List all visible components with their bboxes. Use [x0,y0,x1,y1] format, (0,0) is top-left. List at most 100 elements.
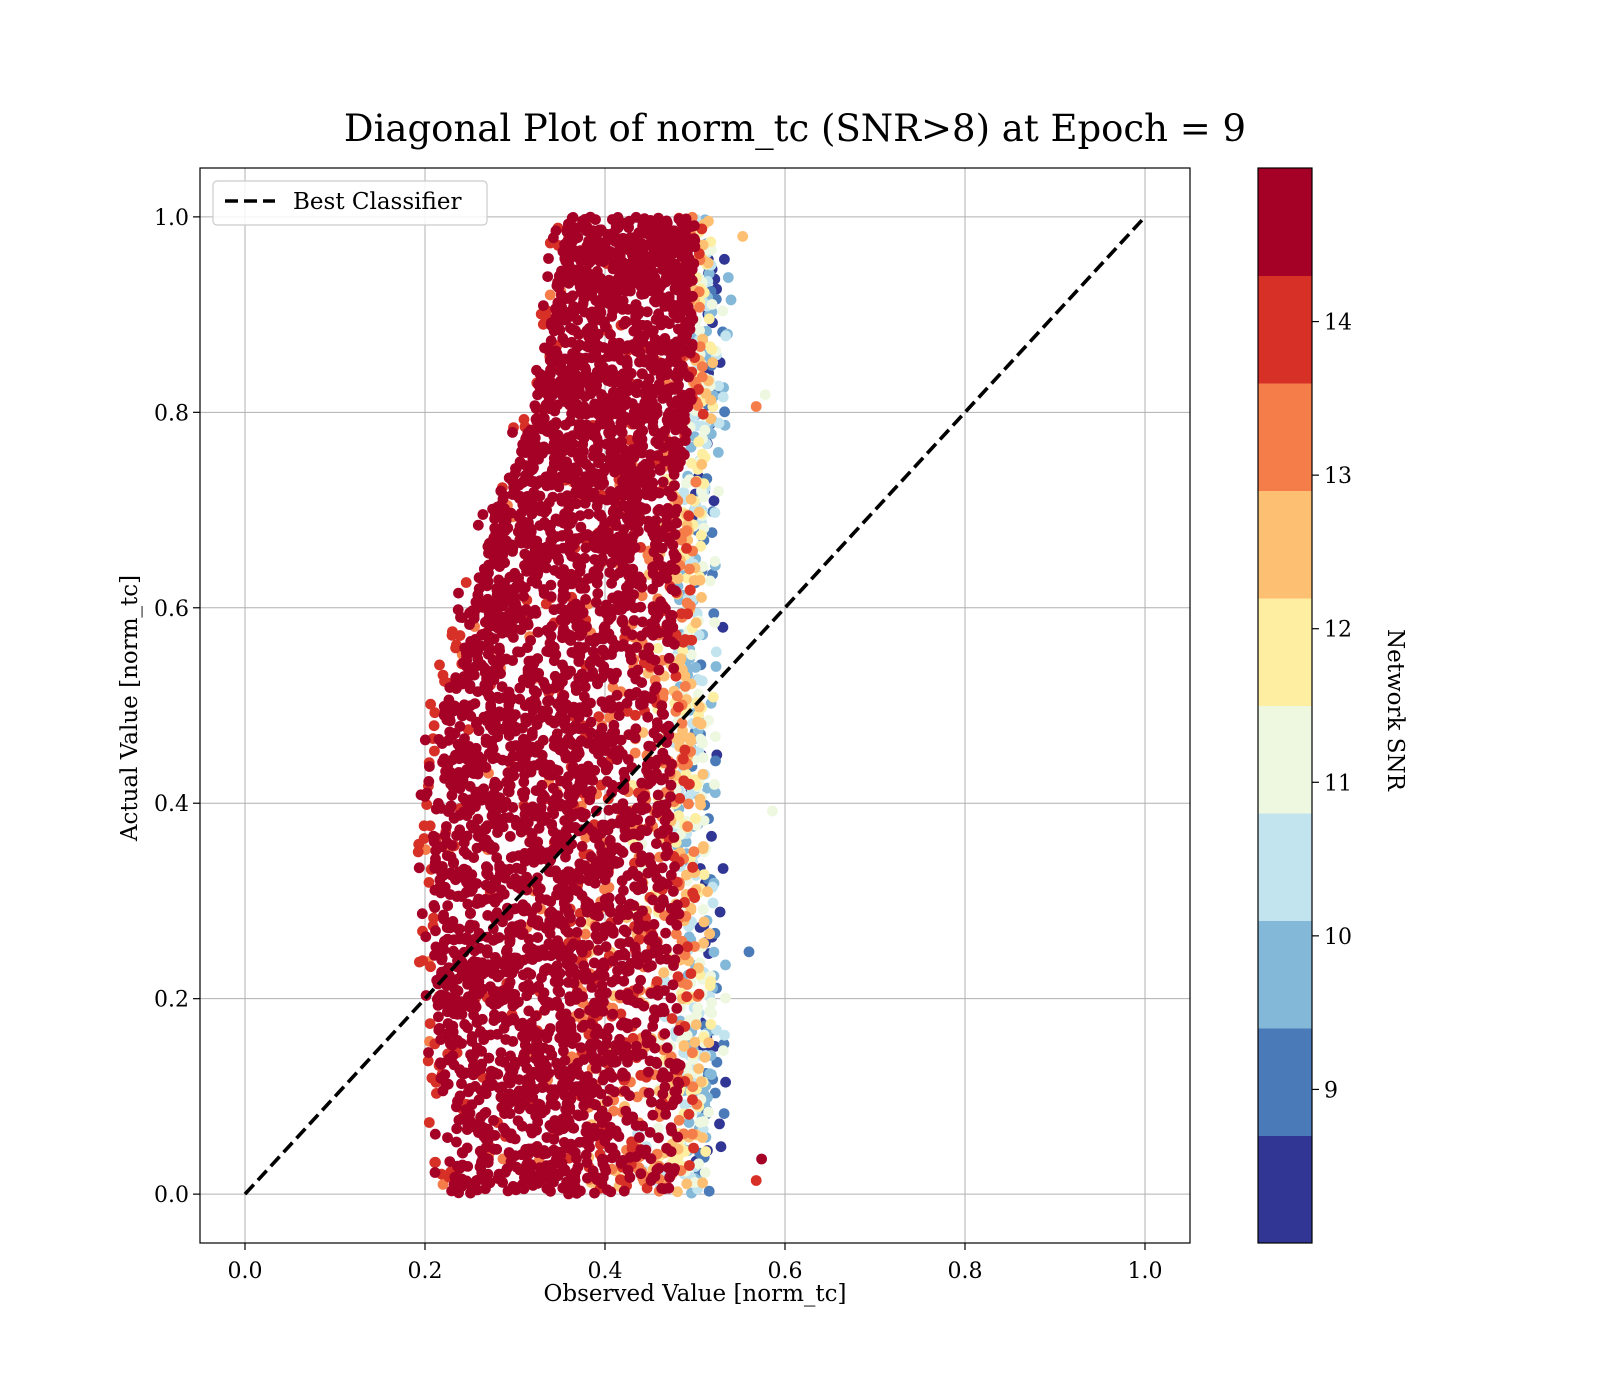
scatter-point [487,741,498,753]
scatter-point [720,330,732,342]
scatter-point [669,861,680,873]
scatter-point [630,471,641,482]
scatter-point [697,843,709,855]
scatter-point [697,1177,708,1189]
scatter-point [635,245,647,257]
scatter-point [637,616,648,628]
scatter-point [619,480,631,491]
scatter-point [465,919,476,931]
scatter-point [483,547,494,559]
scatter-point [596,370,608,382]
scatter-point [580,896,592,907]
scatter-point [687,887,699,899]
scatter-point [631,1040,642,1052]
scatter-point [499,503,510,515]
scatter-point [451,1123,463,1135]
scatter-point [598,970,610,982]
scatter-point [630,1017,642,1029]
scatter-point [465,636,477,647]
scatter-point [497,802,509,814]
scatter-point [429,884,441,896]
scatter-point [626,1143,638,1154]
scatter-point [525,523,537,535]
scatter-point [674,793,686,804]
scatter-point [681,543,692,554]
scatter-point [498,864,510,875]
scatter-point [596,511,607,523]
scatter-point [644,1127,656,1138]
scatter-point [694,301,705,313]
scatter-point [536,810,547,822]
scatter-point [437,669,449,681]
scatter-point [423,1117,435,1128]
scatter-point [622,754,634,765]
scatter-point [678,753,689,765]
scatter-point [713,486,724,497]
scatter-point [603,900,615,912]
scatter-point [645,776,657,787]
scatter-point [456,956,468,968]
scatter-point [659,455,671,467]
scatter-point [625,565,637,577]
scatter-point [690,1019,702,1031]
scatter-point [666,490,678,502]
scatter-point [464,680,476,692]
scatter-point [689,1177,701,1188]
scatter-point [750,401,762,412]
scatter-point [687,1047,698,1059]
scatter-point [709,617,720,628]
scatter-point [705,413,717,425]
scatter-point [514,490,526,502]
scatter-point [557,1123,569,1135]
scatter-point [594,417,606,429]
scatter-point [597,237,609,249]
scatter-point [672,943,684,955]
scatter-point [562,927,574,938]
scatter-point [522,427,534,439]
scatter-point [666,1013,678,1024]
scatter-point [685,275,697,286]
scatter-point [693,1158,704,1170]
scatter-point [566,498,578,509]
scatter-point [706,1069,717,1080]
scatter-point [687,861,699,873]
scatter-point [472,813,484,825]
scatter-point [532,932,544,943]
scatter-point [615,803,627,815]
scatter-point [571,927,583,938]
scatter-point [719,253,730,265]
scatter-point [714,1118,725,1130]
scatter-point [503,699,515,711]
scatter-point [517,439,529,450]
scatter-point [573,329,585,340]
scatter-point [602,824,614,836]
scatter-point [423,877,435,888]
scatter-point [610,533,622,545]
scatter-point [677,423,689,435]
scatter-point [658,967,670,979]
scatter-point [502,1185,514,1197]
scatter-point [719,406,730,418]
scatter-point [565,912,576,924]
scatter-point [421,799,433,810]
scatter-point [605,611,617,623]
scatter-point [613,710,625,721]
scatter-point [693,436,705,448]
scatter-point [442,900,454,912]
scatter-point [544,289,556,301]
scatter-point [715,1141,727,1153]
scatter-point [562,733,574,745]
scatter-point [645,987,657,999]
scatter-point [471,1175,482,1186]
scatter-point [636,850,647,861]
scatter-point [514,456,526,468]
scatter-point [536,1056,547,1068]
scatter-point [558,440,570,451]
scatter-point [576,1021,588,1033]
scatter-point [709,779,720,790]
scatter-point [717,1045,729,1057]
scatter-point [562,263,574,274]
scatter-point [660,927,671,939]
scatter-point [487,665,499,677]
